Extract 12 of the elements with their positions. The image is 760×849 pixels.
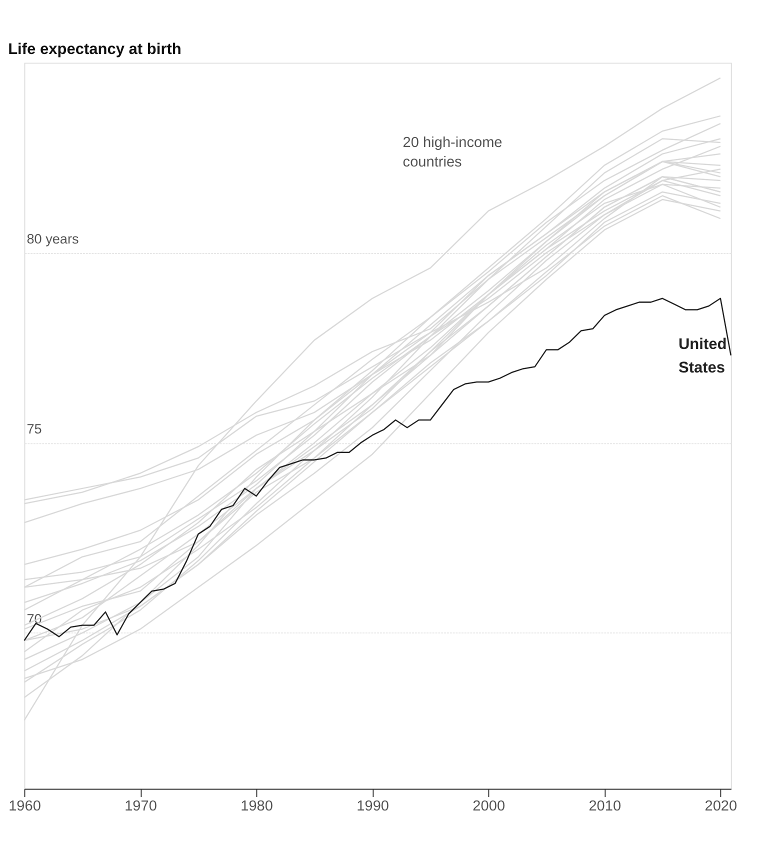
x-tick-label: 1960 (8, 798, 41, 815)
series-label: United States (678, 336, 727, 376)
y-tick-label: 75 (26, 422, 42, 437)
x-tick-label: 2000 (472, 798, 506, 815)
x-tick-label: 2020 (704, 798, 738, 815)
x-tick-label: 2010 (588, 798, 622, 815)
annotation: 20 high-income countries (402, 135, 502, 171)
x-tick-label: 1980 (240, 798, 273, 815)
y-tick-label: 80 years (26, 232, 79, 247)
x-tick-label: 1990 (356, 798, 390, 815)
x-tick-label: 1970 (124, 798, 157, 815)
chart-title: Life expectancy at birth (8, 40, 182, 58)
